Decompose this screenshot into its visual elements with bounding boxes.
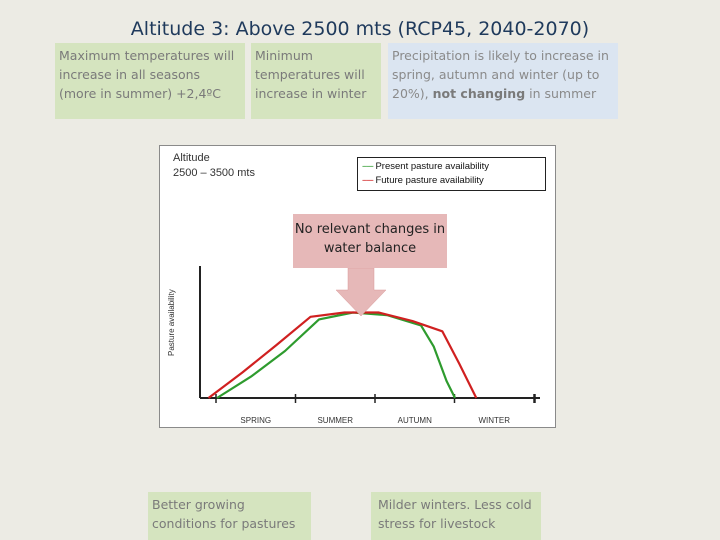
water-balance-callout: No relevant changes in water balance (293, 214, 447, 268)
max-temperature-box: Maximum temperatures will increase in al… (55, 43, 245, 119)
legend-swatch-future: ----- (362, 175, 374, 186)
pasture-chart-svg: Altitude 2500 – 3500 mts Pasture availab… (167, 152, 540, 425)
series-layer (207, 311, 478, 399)
min-temperature-box: Minimum temperatures will increase in wi… (251, 43, 381, 119)
legend-item-present: ----- Present pasture availability (362, 160, 541, 174)
growing-conditions-box: Better growing conditions for pastures (148, 492, 311, 540)
chart-subtitle: 2500 – 3500 mts (173, 167, 255, 179)
milder-winters-box: Milder winters. Less cold stress for liv… (371, 492, 541, 540)
x-tick-label-spring: SPRING (240, 416, 271, 425)
precipitation-bold-text: not changing (432, 86, 526, 101)
y-axis-label: Pasture availability (167, 289, 176, 356)
slide-title: Altitude 3: Above 2500 mts (RCP45, 2040-… (130, 18, 590, 40)
series-line-present (216, 311, 456, 399)
precipitation-box: Precipitation is likely to increase in s… (388, 43, 618, 119)
precipitation-text: Precipitation is likely to increase in s… (392, 48, 609, 101)
legend-swatch-present: ----- (362, 161, 374, 172)
legend-item-future: ----- Future pasture availability (362, 174, 541, 188)
precipitation-text-end: in summer (525, 86, 597, 101)
x-tick-label-autumn: AUTUMN (398, 416, 432, 425)
chart-legend: ----- Present pasture availability -----… (357, 157, 546, 191)
x-tick-label-summer: SUMMER (317, 416, 353, 425)
legend-label-future: Future pasture availability (375, 175, 484, 186)
legend-label-present: Present pasture availability (375, 161, 490, 172)
callout-arrow-icon (336, 268, 386, 316)
chart-title: Altitude (173, 152, 210, 164)
x-tick-label-winter: WINTER (478, 416, 510, 425)
